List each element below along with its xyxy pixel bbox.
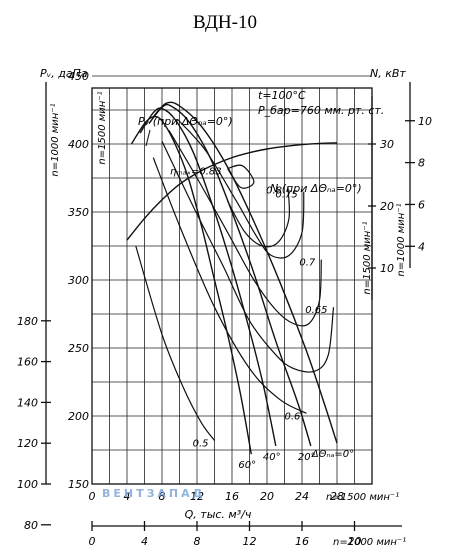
q-n1500-tick-label: 4 bbox=[124, 490, 131, 503]
efficiency-label: 0.75 bbox=[275, 190, 297, 201]
pv-n1500-tick-label: 350 bbox=[68, 206, 89, 219]
pressure-curve-angle-label: ΔΘₙₐ=0° bbox=[311, 449, 354, 460]
pressure-curve-angle-label: 60° bbox=[238, 460, 256, 471]
pressure-curve-angle-label: 40° bbox=[263, 452, 281, 463]
pv-n1000-speed-label: n=1000 мин⁻¹ bbox=[50, 103, 61, 176]
pv-n1000-tick-label: 120 bbox=[17, 437, 38, 450]
efficiency-label: 0.7 bbox=[299, 258, 316, 269]
q-n1000-tick-label: 8 bbox=[194, 535, 201, 548]
pressure-label-leader bbox=[145, 129, 151, 147]
efficiency-label: 0.6 bbox=[284, 411, 300, 422]
q-n1000-speed-label: n=1000 мин⁻¹ bbox=[333, 537, 406, 548]
pv-n1000-tick-label: 180 bbox=[17, 315, 38, 328]
n-n1000-tick-label: 4 bbox=[418, 240, 425, 253]
axes bbox=[41, 82, 415, 531]
pv-axis-label: Pᵥ, даПа bbox=[40, 67, 88, 80]
pv-n1500-speed-label: n=1500 мин⁻¹ bbox=[97, 91, 108, 164]
q-axis-label: Q, тыс. м³/ч bbox=[185, 508, 252, 521]
pressure-curve-label: Pᵥ (при ΔΘₙₐ=0°) bbox=[138, 115, 233, 128]
efficiency-contour bbox=[152, 157, 307, 414]
n-n1500-tick-label: 30 bbox=[380, 138, 394, 151]
n-n1000-tick-label: 8 bbox=[418, 157, 425, 170]
pressure-curve bbox=[148, 103, 312, 447]
efficiency-contour bbox=[177, 119, 305, 259]
pv-n1500-tick-label: 250 bbox=[68, 342, 89, 355]
n-n1500-tick-label: 20 bbox=[380, 200, 394, 213]
pressure-curve bbox=[139, 107, 277, 447]
n-n1000-tick-label: 6 bbox=[418, 198, 425, 211]
n-axis-label: N, кВт bbox=[370, 67, 406, 80]
q-n1000-tick-label: 16 bbox=[295, 535, 309, 548]
q-n1500-tick-label: 28 bbox=[330, 490, 344, 503]
q-n1000-tick-label: 0 bbox=[89, 535, 96, 548]
q-n1500-tick-label: 8 bbox=[159, 490, 166, 503]
pv-n1500-tick-label: 450 bbox=[68, 70, 89, 83]
n-n1000-tick-label: 10 bbox=[418, 115, 432, 128]
efficiency-contour bbox=[168, 130, 322, 327]
pressure-curve-angle-label: 20° bbox=[298, 452, 316, 463]
watermark-text: ВЕНТЗАПАД bbox=[102, 487, 205, 500]
efficiency-label: ηₘₐₓ=0.83 bbox=[170, 166, 222, 177]
efficiency-label: 0.8 bbox=[266, 186, 282, 197]
efficiency-contour bbox=[227, 187, 291, 248]
power-curve bbox=[126, 142, 338, 241]
efficiency-contour bbox=[161, 141, 335, 373]
condition-text: P_бар=760 мм. рт. ст. bbox=[258, 104, 384, 117]
q-n1000-tick-label: 20 bbox=[348, 535, 362, 548]
efficiency-contour bbox=[135, 245, 215, 441]
q-n1500-tick-label: 12 bbox=[190, 490, 204, 503]
pv-n1500-tick-label: 200 bbox=[68, 410, 89, 423]
q-n1500-speed-label: n=1500 мин⁻¹ bbox=[326, 492, 399, 503]
pressure-curve bbox=[152, 101, 338, 444]
pv-n1000-tick-label: 160 bbox=[17, 356, 38, 369]
efficiency-label: 0.5 bbox=[193, 438, 209, 449]
q-n1000-tick-label: 12 bbox=[243, 535, 257, 548]
efficiency-contour bbox=[227, 164, 255, 189]
pv-n1000-tick-label: 100 bbox=[17, 478, 38, 491]
condition-text: t=100°C bbox=[258, 89, 306, 102]
n-n1500-tick-label: 10 bbox=[380, 262, 394, 275]
pv-n1500-tick-label: 400 bbox=[68, 138, 89, 151]
n-n1500-speed-label: n=1500 мин⁻¹ bbox=[362, 221, 373, 294]
pv-n1500-tick-label: 300 bbox=[68, 274, 89, 287]
q-n1500-tick-label: 0 bbox=[89, 490, 96, 503]
q-n1500-tick-label: 20 bbox=[260, 490, 274, 503]
q-n1000-tick-label: 4 bbox=[141, 535, 148, 548]
pv-n1500-tick-label: 150 bbox=[68, 478, 89, 491]
grid bbox=[91, 75, 373, 485]
pv-n1000-tick-label: 140 bbox=[17, 396, 38, 409]
q-n1500-tick-label: 24 bbox=[295, 490, 309, 503]
efficiency-label: 0.65 bbox=[305, 305, 327, 316]
pv-n1000-tick-label: 80 bbox=[24, 519, 38, 532]
q-n1500-tick-label: 16 bbox=[225, 490, 239, 503]
chart-title: ВДН-10 bbox=[193, 12, 257, 33]
n-n1000-speed-label: n=1000 мин⁻¹ bbox=[396, 203, 407, 276]
curves bbox=[126, 101, 338, 455]
power-curve-label: N (при ΔΘₙₐ=0°) bbox=[270, 182, 362, 195]
